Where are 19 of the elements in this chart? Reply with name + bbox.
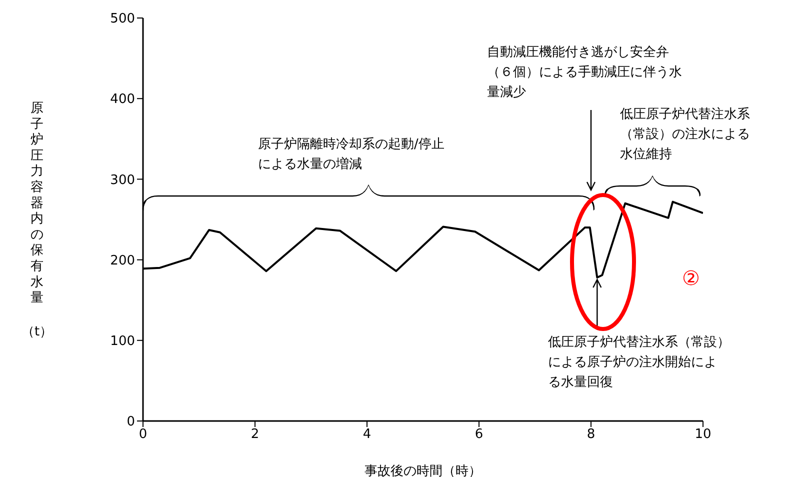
annotation: 原子炉隔離時冷却系の起動/停止による水量の増減 — [258, 137, 444, 172]
x-tick-label: 6 — [474, 427, 484, 442]
annotation: 自動減圧機能付き逃がし安全弁（６個）による手動減圧に伴う水量減少 — [487, 44, 682, 100]
annotation: 低圧原子炉代替注水系（常設）の注水による水位維持 — [620, 107, 750, 162]
x-axis-title: 事故後の時間（時） — [364, 464, 482, 477]
y-tick-label: 0 — [126, 414, 135, 430]
y-tick-label: 200 — [110, 253, 135, 268]
text: 原子炉圧力容器内の保有水量（t） — [21, 101, 53, 340]
annotation: ② — [682, 266, 700, 290]
x-tick-label: 4 — [362, 427, 372, 442]
y-tick-label: 400 — [110, 92, 135, 108]
x-tick-label: 8 — [586, 427, 596, 442]
y-tick-label: 500 — [110, 12, 135, 27]
x-tick-label: 0 — [138, 427, 148, 442]
annotation: 低圧原子炉代替注水系（常設）による原子炉の注水開始による水量回復 — [548, 335, 730, 390]
y-tick-label: 300 — [110, 172, 135, 188]
x-tick-label: 10 — [694, 427, 712, 442]
y-tick-label: 100 — [110, 334, 135, 350]
x-tick-label: 2 — [250, 427, 260, 442]
